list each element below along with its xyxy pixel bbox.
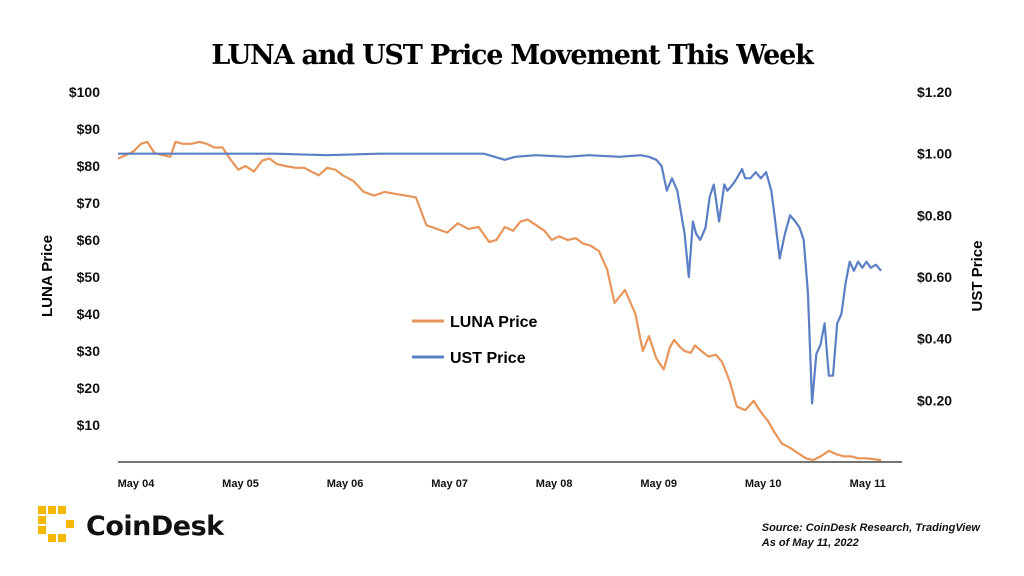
left-tick-label: $20 [77,380,101,396]
x-tick-label: May 06 [327,478,364,490]
right-tick-label: $0.60 [917,269,952,285]
right-y-ticks: $0.20 $0.40 $0.60 $0.80 $1.00 $1.20 [917,84,952,408]
x-tick-label: May 10 [745,478,782,490]
left-tick-label: $50 [77,269,101,285]
left-tick-label: $100 [69,84,100,100]
left-tick-label: $60 [77,232,101,248]
right-tick-label: $1.20 [917,84,952,100]
source-note: Source: CoinDesk Research, TradingView A… [762,521,980,551]
left-tick-label: $40 [77,306,101,322]
legend: LUNA Price UST Price [412,314,538,367]
right-tick-label: $0.40 [917,331,952,347]
logo-text: CoinDesk [86,510,224,542]
x-tick-label: May 11 [850,478,886,490]
luna-price-line [117,140,882,462]
x-tick-label: May 04 [118,478,156,490]
left-y-ticks: $10 $20 $30 $40 $50 $60 $70 $80 $90 $100 [69,84,100,433]
chart-title: LUNA and UST Price Movement This Week [211,40,813,71]
left-tick-label: $30 [77,343,101,359]
left-tick-label: $90 [77,121,101,137]
coindesk-logo-icon [38,506,74,542]
coindesk-logo: CoinDesk [38,506,224,546]
left-tick-label: $80 [77,158,101,174]
as-of-line: As of May 11, 2022 [761,537,859,549]
legend-label-luna: LUNA Price [450,314,538,331]
legend-label-ust: UST Price [450,350,526,367]
x-tick-label: May 05 [222,478,259,490]
x-tick-label: May 08 [536,478,573,490]
left-axis-label: LUNA Price [39,235,56,317]
x-tick-label: May 09 [640,478,677,490]
ust-price-line [118,152,882,405]
source-line: Source: CoinDesk Research, TradingView [761,522,980,534]
x-tick-label: May 07 [431,478,468,490]
right-tick-label: $1.00 [917,146,952,162]
x-ticks: May 04 May 05 May 06 May 07 May 08 May 09 May … [118,478,886,490]
left-tick-label: $10 [77,417,101,433]
right-tick-label: $0.20 [917,392,952,408]
right-tick-label: $0.80 [917,207,952,223]
left-tick-label: $70 [77,195,101,211]
right-axis-label: UST Price [969,241,986,312]
